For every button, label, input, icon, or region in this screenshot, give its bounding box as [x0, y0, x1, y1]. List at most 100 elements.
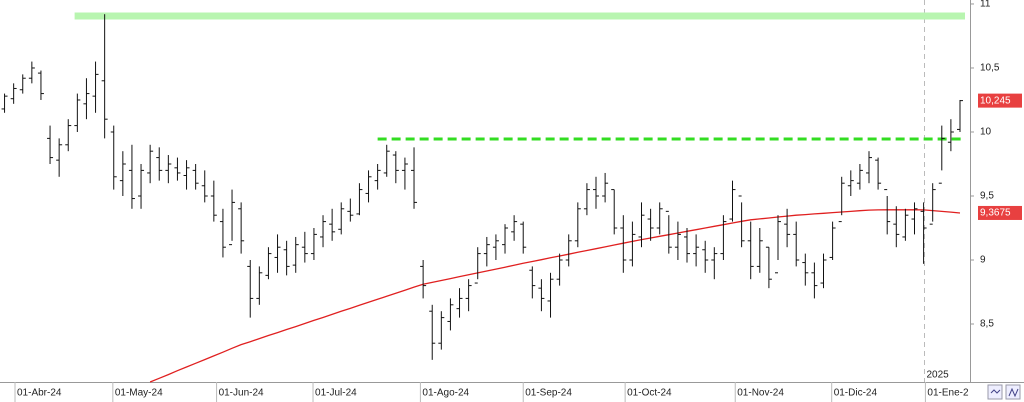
- ohlc-bar: [884, 189, 891, 235]
- price-label: 10,245: [980, 95, 1011, 106]
- ohlc-bar: [693, 234, 700, 267]
- ohlc-bar: [265, 247, 272, 280]
- ohlc-bar: [756, 227, 763, 273]
- ohlc-bar: [838, 176, 845, 223]
- ohlc-bar: [429, 304, 436, 360]
- ohlc-bar: [647, 208, 654, 241]
- ohlc-bar: [720, 215, 727, 261]
- ohlc-bar: [47, 125, 54, 164]
- ohlc-bar: [629, 221, 636, 267]
- y-tick-label: 8,5: [980, 319, 994, 330]
- year-label: 2025: [927, 370, 950, 381]
- ohlc-bar: [110, 125, 117, 190]
- ohlc-bar: [119, 151, 126, 196]
- ohlc-bar: [74, 93, 81, 132]
- ohlc-bar: [811, 262, 818, 299]
- ohlc-bar: [92, 61, 99, 113]
- x-tick-label: 01-Ago-24: [422, 388, 469, 399]
- ohlc-bar: [456, 288, 463, 318]
- ohlc-bar: [292, 236, 299, 273]
- ohlc-bar: [392, 151, 399, 184]
- ohlc-bar: [602, 172, 609, 203]
- x-tick-label: 01-Jun-24: [219, 388, 264, 399]
- ohlc-bar: [556, 253, 563, 286]
- ohlc-bar: [820, 253, 827, 289]
- price-label: 9,3675: [980, 208, 1011, 219]
- ohlc-bar: [192, 163, 199, 190]
- ohlc-bar: [174, 157, 181, 181]
- ohlc-bar: [538, 279, 545, 312]
- price-label-box: [978, 205, 1022, 220]
- ohlc-bar: [583, 183, 590, 216]
- ohlc-bar: [147, 144, 154, 184]
- ohlc-bar: [920, 202, 927, 264]
- ohlc-bar: [83, 78, 90, 120]
- toolbar[interactable]: [987, 384, 1021, 400]
- ohlc-bar: [37, 70, 44, 100]
- ohlc-bar: [929, 183, 936, 225]
- y-tick-label: 11: [980, 0, 991, 10]
- ohlc-bar: [593, 176, 600, 209]
- ohlc-bar: [10, 83, 17, 104]
- ohlc-bar: [401, 157, 408, 190]
- ohlc-bar: [893, 206, 900, 248]
- zoom-icon: [990, 389, 1001, 394]
- ohlc-bar: [56, 138, 63, 177]
- x-tick-label: 01-Abr-24: [17, 388, 62, 399]
- ohlc-bar: [547, 272, 554, 318]
- ohlc-bar: [1, 93, 8, 113]
- ohlc-bar: [902, 208, 909, 241]
- ohlc-bar: [765, 246, 772, 289]
- ohlc-bar: [702, 240, 709, 273]
- zoom-button[interactable]: [987, 384, 1003, 400]
- ohlc-bar: [956, 99, 963, 132]
- ohlc-bar: [465, 279, 472, 312]
- moving-average: [149, 209, 961, 383]
- ohlc-bar: [911, 202, 918, 235]
- ohlc-bar: [320, 215, 327, 248]
- ohlc-bar: [492, 234, 499, 261]
- ohlc-bar: [383, 144, 390, 177]
- ohlc-bar: [447, 298, 454, 331]
- settings-icon: [1008, 387, 1019, 398]
- y-tick-label: 10: [980, 127, 992, 138]
- ohlc-bar: [747, 221, 754, 280]
- ohlc-bar: [274, 234, 281, 273]
- ohlc-bar: [638, 202, 645, 248]
- ohlc-bar: [947, 119, 954, 152]
- x-tick-label: 01-Ene-2: [927, 388, 969, 399]
- ohlc-bar: [156, 147, 163, 181]
- ohlc-bar: [165, 155, 172, 184]
- ohlc-bar: [247, 260, 254, 318]
- ohlc-bar: [511, 215, 518, 241]
- ohlc-bar: [620, 215, 627, 273]
- ohlc-bar: [356, 183, 363, 216]
- ohlc-bar: [65, 119, 72, 152]
- ohlc-bar: [847, 170, 854, 196]
- ohlc-bar: [656, 202, 663, 235]
- ohlc-bar: [438, 311, 445, 350]
- ohlc-bar: [283, 240, 290, 276]
- ohlc-bar: [520, 221, 527, 254]
- ohlc-bar: [611, 189, 618, 235]
- ohlc-bar: [711, 247, 718, 280]
- ohlc-bar: [875, 157, 882, 190]
- ohlc-bar: [529, 266, 536, 299]
- ohlc-bar: [201, 170, 208, 203]
- ohlc-bar: [210, 180, 217, 222]
- ohlc-bar: [938, 125, 945, 184]
- ohlc-bar: [483, 236, 490, 267]
- x-tick-label: 01-Nov-24: [737, 388, 784, 399]
- ohlc-bar: [665, 210, 672, 254]
- ohlc-bar: [411, 147, 418, 209]
- x-tick-label: 01-Dic-24: [834, 388, 878, 399]
- y-tick-label: 10,5: [980, 63, 1000, 74]
- ohlc-bar: [229, 189, 236, 246]
- ohlc-bar: [19, 74, 26, 94]
- ohlc-bar: [793, 221, 800, 267]
- ohlc-bar: [738, 195, 745, 248]
- price-label-box: [978, 93, 1022, 108]
- ohlc-bar: [574, 202, 581, 248]
- ohlc-bar: [329, 208, 336, 241]
